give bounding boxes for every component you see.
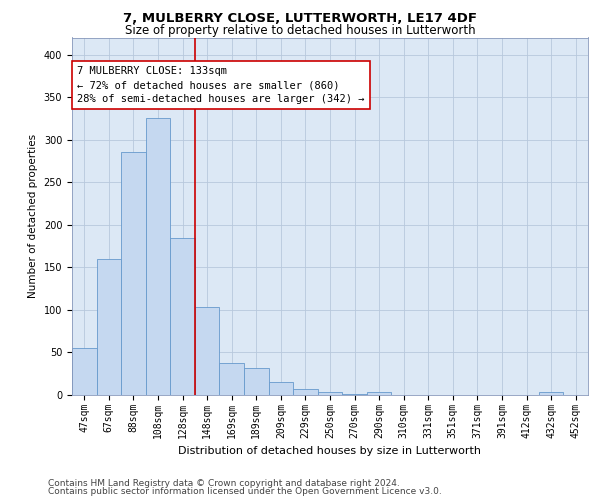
Bar bbox=[367, 392, 391, 395]
Text: Size of property relative to detached houses in Lutterworth: Size of property relative to detached ho… bbox=[125, 24, 475, 37]
Bar bbox=[342, 394, 367, 395]
Bar bbox=[195, 308, 220, 395]
Text: Contains public sector information licensed under the Open Government Licence v3: Contains public sector information licen… bbox=[48, 487, 442, 496]
Y-axis label: Number of detached properties: Number of detached properties bbox=[28, 134, 38, 298]
X-axis label: Distribution of detached houses by size in Lutterworth: Distribution of detached houses by size … bbox=[179, 446, 482, 456]
Bar bbox=[293, 389, 318, 395]
Bar bbox=[97, 259, 121, 395]
Text: 7 MULBERRY CLOSE: 133sqm
← 72% of detached houses are smaller (860)
28% of semi-: 7 MULBERRY CLOSE: 133sqm ← 72% of detach… bbox=[77, 66, 365, 104]
Bar bbox=[220, 362, 244, 395]
Bar bbox=[72, 348, 97, 395]
Bar bbox=[539, 392, 563, 395]
Text: Contains HM Land Registry data © Crown copyright and database right 2024.: Contains HM Land Registry data © Crown c… bbox=[48, 478, 400, 488]
Bar bbox=[121, 152, 146, 395]
Bar bbox=[146, 118, 170, 395]
Text: 7, MULBERRY CLOSE, LUTTERWORTH, LE17 4DF: 7, MULBERRY CLOSE, LUTTERWORTH, LE17 4DF bbox=[123, 12, 477, 26]
Bar bbox=[269, 382, 293, 395]
Bar bbox=[244, 368, 269, 395]
Bar bbox=[170, 238, 195, 395]
Bar bbox=[318, 392, 342, 395]
